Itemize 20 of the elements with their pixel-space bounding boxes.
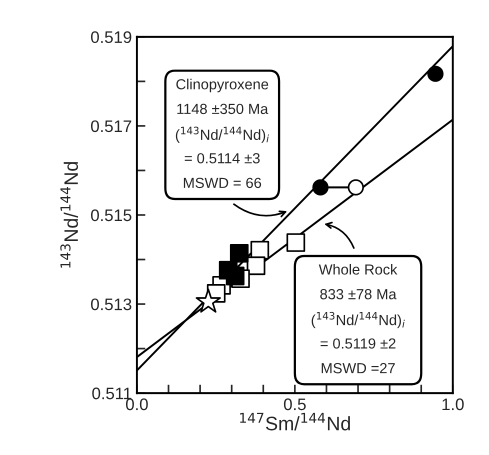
x-tick-label: 1.0 (442, 398, 464, 410)
y-tick-label: 0.519 (91, 31, 132, 44)
annotation: MSWD = 66 (184, 178, 262, 188)
y-tick-label: 0.517 (91, 120, 132, 132)
x-tick-label: 0.5 (284, 398, 306, 410)
annotation: ($^{143}$Nd/$^{144}$Nd)$_{i}$ (176, 126, 269, 143)
x-axis-title: $^{147}$Sm/$^{144}$Nd (240, 412, 350, 430)
y-axis-title: $^{143}$Nd/$^{144}$Nd (60, 162, 78, 268)
annotation: = 0.5114 ±3 (184, 153, 260, 164)
annotation: Whole Rock (318, 264, 398, 275)
y-tick-label: 0.513 (91, 298, 132, 310)
y-tick-label: 0.511 (92, 388, 132, 400)
annotation: 1148 ±350 Ma (177, 104, 268, 114)
annotation: MSWD =27 (322, 363, 395, 374)
x-tick-label: 0.0 (126, 398, 148, 410)
annotation: = 0.5119 ±2 (320, 338, 396, 349)
annotation: Clinopyroxene (176, 78, 268, 92)
annotation: 833 ±78 Ma (320, 289, 397, 300)
y-tick-label: 0.515 (91, 209, 132, 222)
annotation: ($^{143}$Nd/$^{144}$Nd)$_{i}$ (312, 312, 405, 328)
